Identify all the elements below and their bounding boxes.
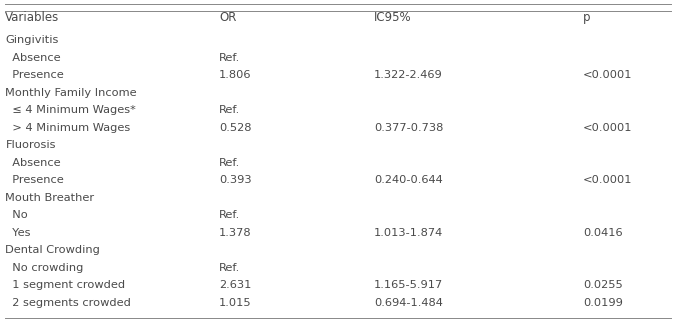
Text: <0.0001: <0.0001 [583, 70, 632, 80]
Text: Ref.: Ref. [219, 158, 241, 168]
Text: 0.694-1.484: 0.694-1.484 [374, 298, 443, 308]
Text: 0.393: 0.393 [219, 175, 251, 185]
Text: 1.015: 1.015 [219, 298, 251, 308]
Text: <0.0001: <0.0001 [583, 123, 632, 133]
Text: 1.165-5.917: 1.165-5.917 [374, 280, 443, 290]
Text: 0.0199: 0.0199 [583, 298, 623, 308]
Text: Ref.: Ref. [219, 210, 241, 220]
Text: 1.806: 1.806 [219, 70, 251, 80]
Text: 2.631: 2.631 [219, 280, 251, 290]
Text: Variables: Variables [5, 11, 59, 24]
Text: 1.013-1.874: 1.013-1.874 [374, 228, 443, 238]
Text: Absence: Absence [5, 158, 61, 168]
Text: Ref.: Ref. [219, 105, 241, 115]
Text: 2 segments crowded: 2 segments crowded [5, 298, 131, 308]
Text: <0.0001: <0.0001 [583, 175, 632, 185]
Text: No crowding: No crowding [5, 263, 84, 273]
Text: IC95%: IC95% [374, 11, 412, 24]
Text: ≤ 4 Minimum Wages*: ≤ 4 Minimum Wages* [5, 105, 136, 115]
Text: Presence: Presence [5, 175, 64, 185]
Text: Yes: Yes [5, 228, 31, 238]
Text: Ref.: Ref. [219, 53, 241, 63]
Text: Fluorosis: Fluorosis [5, 140, 56, 150]
Text: 1 segment crowded: 1 segment crowded [5, 280, 125, 290]
Text: 0.528: 0.528 [219, 123, 251, 133]
Text: OR: OR [219, 11, 237, 24]
Text: Mouth Breather: Mouth Breather [5, 193, 94, 203]
Text: Ref.: Ref. [219, 263, 241, 273]
Text: 0.0416: 0.0416 [583, 228, 623, 238]
Text: Gingivitis: Gingivitis [5, 35, 59, 45]
Text: 0.0255: 0.0255 [583, 280, 623, 290]
Text: No: No [5, 210, 28, 220]
Text: Presence: Presence [5, 70, 64, 80]
Text: Absence: Absence [5, 53, 61, 63]
Text: 1.322-2.469: 1.322-2.469 [374, 70, 443, 80]
Text: 1.378: 1.378 [219, 228, 251, 238]
Text: Dental Crowding: Dental Crowding [5, 245, 100, 255]
Text: 0.377-0.738: 0.377-0.738 [374, 123, 443, 133]
Text: Monthly Family Income: Monthly Family Income [5, 88, 137, 98]
Text: 0.240-0.644: 0.240-0.644 [374, 175, 443, 185]
Text: > 4 Minimum Wages: > 4 Minimum Wages [5, 123, 131, 133]
Text: p: p [583, 11, 590, 24]
